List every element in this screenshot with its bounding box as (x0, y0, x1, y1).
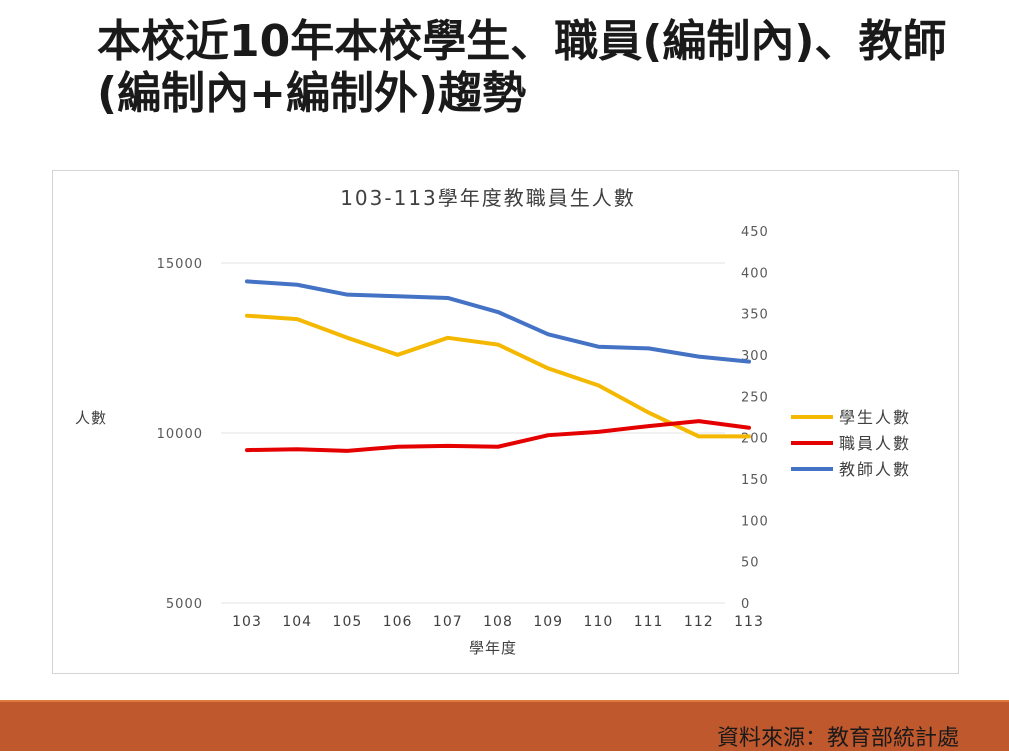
x-tick-label: 104 (282, 614, 312, 630)
right-tick-label: 50 (741, 556, 760, 571)
x-tick-label: 109 (533, 614, 563, 630)
x-tick-label: 107 (433, 614, 463, 630)
chart-title: 103-113學年度教職員生人數 (340, 186, 636, 210)
gridlines (221, 262, 725, 604)
legend-label: 職員人數 (839, 434, 911, 453)
left-y-axis: 15000 10000 5000 (157, 257, 203, 612)
right-tick-label: 150 (741, 473, 769, 488)
right-tick-label: 450 (741, 225, 769, 240)
right-tick-label: 350 (741, 308, 769, 323)
series-line-2 (245, 419, 751, 453)
x-tick-label: 111 (634, 614, 664, 630)
footer-bar (0, 702, 1009, 751)
x-tick-label: 113 (734, 614, 764, 630)
right-tick-label: 200 (741, 432, 769, 447)
x-tick-label: 105 (333, 614, 363, 630)
right-tick-label: 100 (741, 514, 769, 529)
x-tick-label: 106 (383, 614, 413, 630)
x-tick-label: 103 (232, 614, 262, 630)
left-tick-label: 10000 (157, 427, 203, 442)
slide-title: 本校近10年本校學生、職員(編制內)、教師(編制內+編制外)趨勢 (97, 16, 947, 119)
right-tick-label: 0 (741, 597, 750, 612)
right-tick-label: 250 (741, 390, 769, 405)
left-tick-label: 15000 (157, 257, 203, 272)
legend-label: 學生人數 (839, 408, 911, 427)
left-tick-label: 5000 (166, 597, 203, 612)
right-tick-label: 400 (741, 266, 769, 281)
x-tick-label: 108 (483, 614, 513, 630)
y-axis-label: 人數 (75, 409, 107, 427)
x-tick-label: 112 (684, 614, 714, 630)
x-axis: 103 104 105 106 107 108 109 110 111 112 113 (232, 614, 764, 630)
series-line-1 (245, 313, 751, 439)
series-line-3 (245, 279, 751, 364)
series-lines (245, 279, 751, 453)
x-axis-label: 學年度 (469, 639, 517, 657)
legend-label: 教師人數 (839, 460, 911, 479)
chart-frame: 103-113學年度教職員生人數 人數 學年度 15000 10000 5000 4… (52, 170, 959, 674)
x-tick-label: 110 (584, 614, 614, 630)
data-source-note: 資料來源：教育部統計處 (716, 726, 959, 751)
line-chart: 103-113學年度教職員生人數 人數 學年度 15000 10000 5000 4… (75, 186, 911, 657)
